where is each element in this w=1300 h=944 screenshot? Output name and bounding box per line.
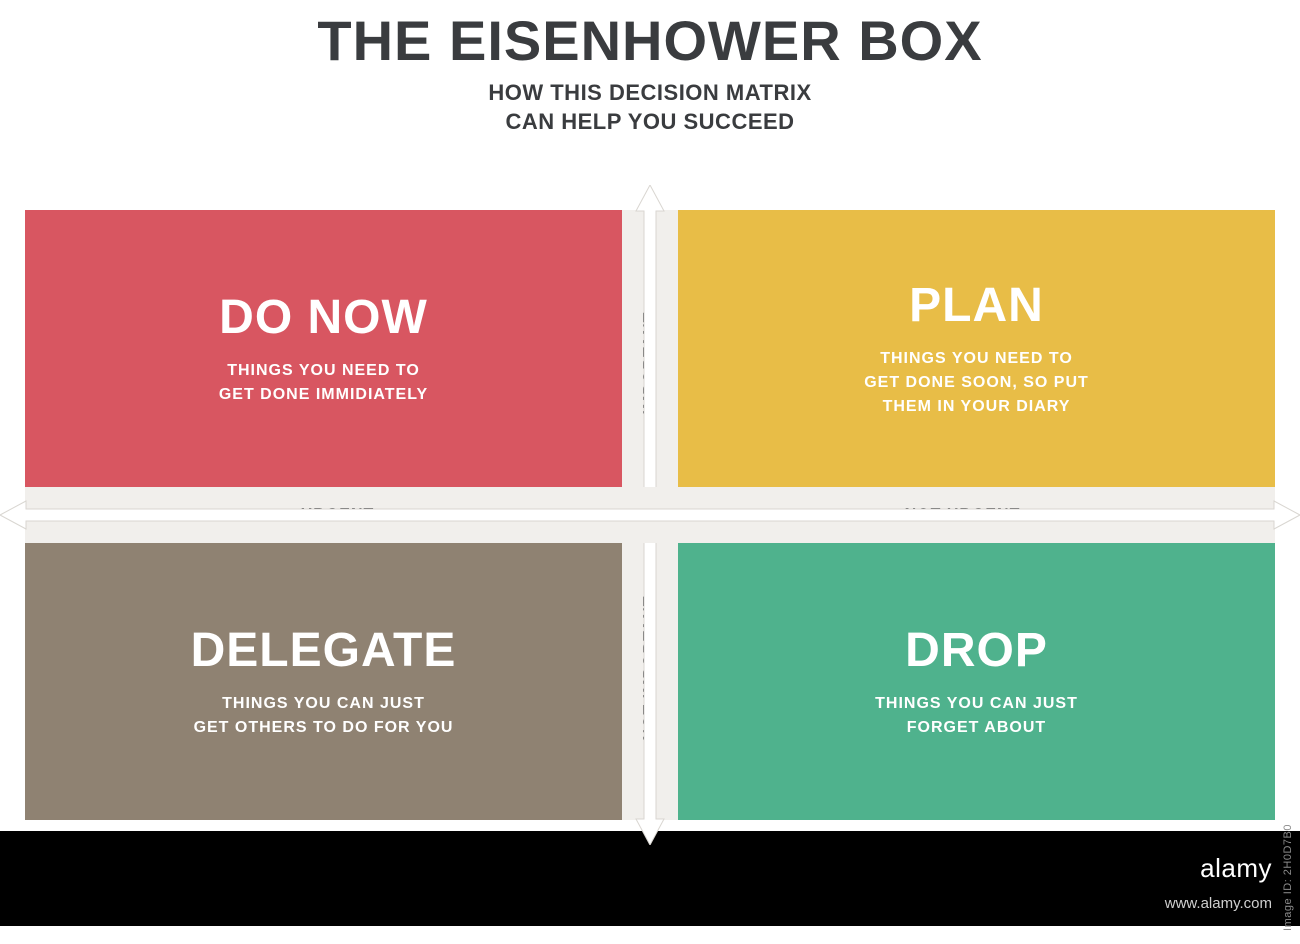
quadrant-title: DELEGATE: [191, 623, 457, 678]
quadrant-desc: THINGS YOU NEED TO GET DONE SOON, SO PUT…: [864, 347, 1089, 419]
quadrant-desc: THINGS YOU CAN JUST FORGET ABOUT: [875, 692, 1078, 740]
stock-image-id: Image ID: 2H0D7B0: [1282, 824, 1294, 931]
eisenhower-matrix: DO NOW THINGS YOU NEED TO GET DONE IMMID…: [25, 210, 1275, 820]
quadrant-do-now: DO NOW THINGS YOU NEED TO GET DONE IMMID…: [25, 210, 622, 487]
subtitle-line-2: CAN HELP YOU SUCCEED: [505, 109, 794, 134]
footer-bar: [0, 831, 1300, 926]
page-title: THE EISENHOWER BOX: [0, 8, 1300, 73]
matrix-container: DO NOW THINGS YOU NEED TO GET DONE IMMID…: [25, 210, 1275, 820]
horizontal-axis-gutter: URGENT NOT URGENT: [25, 487, 1275, 543]
page-subtitle: HOW THIS DECISION MATRIX CAN HELP YOU SU…: [0, 79, 1300, 136]
quadrant-plan: PLAN THINGS YOU NEED TO GET DONE SOON, S…: [678, 210, 1275, 487]
subtitle-line-1: HOW THIS DECISION MATRIX: [488, 80, 811, 105]
stock-brand-text: alamy: [1200, 853, 1272, 883]
quadrant-desc: THINGS YOU NEED TO GET DONE IMMIDIATELY: [219, 359, 428, 407]
quadrant-title: PLAN: [909, 278, 1044, 333]
quadrant-title: DO NOW: [219, 290, 428, 345]
stock-brand: alamy: [1200, 853, 1272, 884]
header: THE EISENHOWER BOX HOW THIS DECISION MAT…: [0, 0, 1300, 136]
quadrant-title: DROP: [905, 623, 1048, 678]
stock-url: www.alamy.com: [1165, 895, 1272, 912]
horizontal-arrow-icon: [0, 497, 1300, 533]
quadrant-delegate: DELEGATE THINGS YOU CAN JUST GET OTHERS …: [25, 543, 622, 820]
quadrant-drop: DROP THINGS YOU CAN JUST FORGET ABOUT: [678, 543, 1275, 820]
quadrant-desc: THINGS YOU CAN JUST GET OTHERS TO DO FOR…: [194, 692, 454, 740]
